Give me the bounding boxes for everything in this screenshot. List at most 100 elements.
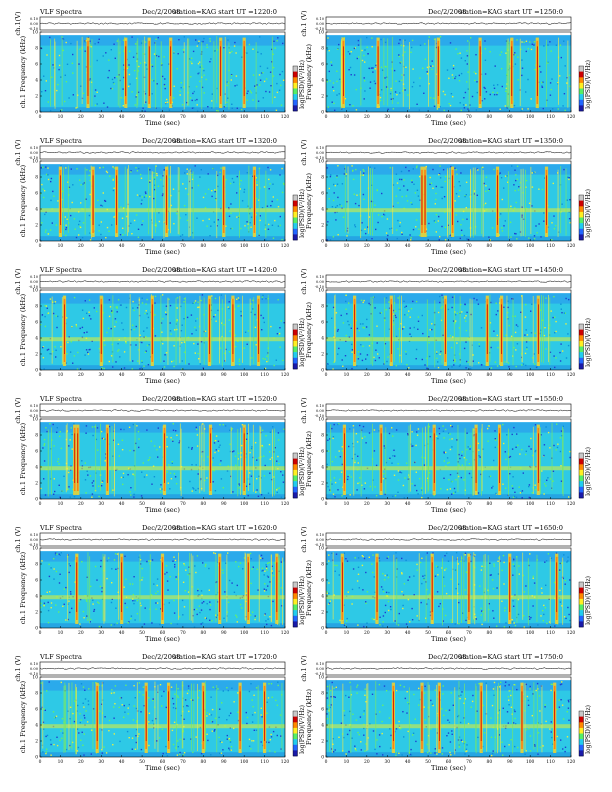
spectrogram-burst-peak [433, 433, 435, 483]
speckle [84, 479, 87, 481]
speckle [217, 614, 219, 616]
speckle [230, 74, 233, 77]
speckle [201, 41, 203, 43]
speckle [261, 72, 263, 74]
spectrogram-streak [244, 552, 246, 620]
speckle [88, 315, 91, 317]
y-tick-label: 2 [321, 353, 324, 358]
speckle [404, 51, 406, 53]
speckle [172, 697, 174, 700]
speckle [49, 739, 52, 741]
speckle [455, 169, 457, 171]
speckle [234, 41, 236, 44]
spectrogram-bottom-band [40, 365, 285, 370]
speckle [383, 445, 385, 447]
speckle [58, 64, 61, 67]
speckle [372, 554, 374, 556]
speckle [163, 690, 165, 693]
speckle [254, 618, 256, 621]
speckle [259, 219, 261, 222]
speckle [47, 348, 50, 351]
speckle [443, 109, 445, 112]
speckle [231, 227, 233, 230]
speckle [364, 49, 366, 51]
speckle [480, 364, 483, 366]
speckle [256, 568, 258, 570]
speckle [438, 433, 441, 435]
spectrogram-streak [341, 39, 342, 107]
speckle [98, 602, 100, 604]
speckle [115, 321, 117, 323]
speckle [416, 189, 419, 191]
speckle [376, 325, 378, 327]
speckle [278, 334, 281, 336]
speckle [334, 481, 337, 484]
speckle [359, 353, 362, 355]
speckle [160, 491, 162, 493]
speckle [385, 591, 388, 594]
speckle [138, 733, 140, 735]
speckle [347, 591, 349, 593]
spectrogram-streak [197, 683, 198, 752]
speckle [41, 314, 44, 316]
speckle [351, 351, 353, 353]
speckle [520, 109, 522, 112]
speckle [137, 236, 140, 238]
spectrogram-streak [560, 166, 562, 234]
speckle [42, 346, 45, 348]
speckle [41, 183, 43, 186]
speckle [379, 312, 381, 314]
speckle [190, 61, 192, 63]
speckle [133, 449, 135, 452]
speckle [81, 326, 84, 329]
speckle [347, 51, 349, 53]
speckle [166, 101, 169, 103]
speckle [211, 93, 213, 95]
spectrogram-bottom-band [326, 752, 571, 757]
speckle [521, 216, 523, 218]
speckle [261, 298, 263, 300]
speckle [249, 451, 251, 454]
x-tick-label: 30 [384, 373, 390, 378]
speckle [84, 300, 86, 302]
y-tick-label: 2 [321, 95, 324, 100]
speckle [560, 480, 563, 482]
speckle [113, 216, 115, 218]
speckle [241, 444, 243, 447]
colorbar-segment [579, 324, 584, 330]
speckle [66, 353, 68, 355]
speckle [333, 183, 335, 186]
speckle [249, 614, 252, 616]
spectrogram-streak [136, 40, 138, 109]
speckle [124, 602, 126, 605]
spectrogram-burst-peak [74, 433, 76, 483]
speckle [173, 52, 175, 54]
speckle [146, 313, 148, 315]
speckle [202, 40, 204, 43]
speckle [196, 98, 198, 101]
speckle [191, 107, 194, 109]
speckle [350, 74, 352, 76]
speckle [113, 706, 115, 708]
speckle [49, 353, 51, 355]
waveform-ylabel: ch.1 (V) [14, 655, 22, 682]
spectrogram-streak [549, 556, 551, 625]
spectrogram-streak [447, 170, 449, 238]
speckle [280, 320, 282, 322]
speckle [375, 464, 378, 467]
speckle [237, 297, 240, 299]
speckle [493, 617, 495, 619]
colorbar-segment [579, 363, 584, 370]
speckle [473, 429, 475, 431]
speckle [407, 94, 409, 96]
speckle [389, 93, 392, 95]
speckle [214, 189, 216, 191]
speckle [88, 299, 91, 301]
speckle [442, 90, 445, 93]
spectrogram-burst-peak [121, 562, 122, 612]
y-tick-label: 6 [35, 579, 38, 584]
x-tick-label: 80 [201, 244, 207, 249]
speckle [382, 621, 384, 623]
colorbar-segment [293, 727, 298, 734]
speckle [567, 560, 569, 562]
